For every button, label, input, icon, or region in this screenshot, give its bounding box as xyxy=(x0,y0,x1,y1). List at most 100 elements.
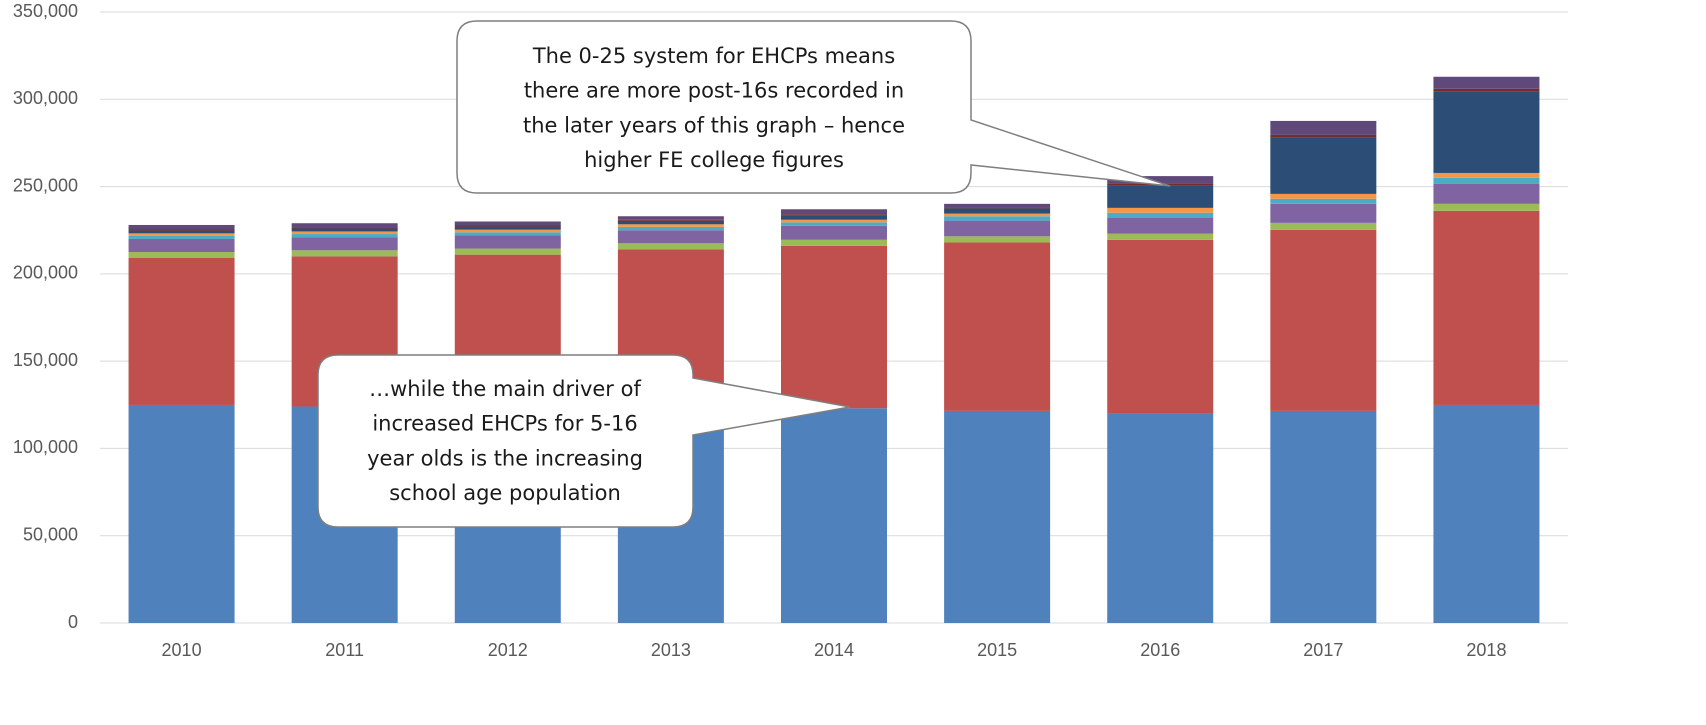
bar-segment xyxy=(291,228,398,232)
bar-segment xyxy=(1270,222,1377,230)
bar-segment xyxy=(1270,134,1377,138)
bar-segment xyxy=(1433,210,1540,405)
bar-segment xyxy=(944,213,1051,217)
annotation-line: the later years of this graph – hence xyxy=(523,113,905,137)
bar-segment xyxy=(617,216,724,220)
bar-segment xyxy=(781,222,887,226)
bar-segment xyxy=(454,232,561,236)
bar-segment xyxy=(1107,212,1214,218)
bar-segment xyxy=(1270,137,1377,194)
bar-segment xyxy=(944,410,1051,623)
bar-segment xyxy=(617,230,724,244)
bar-segment xyxy=(128,230,235,234)
x-tick-label: 2013 xyxy=(651,640,691,660)
annotation-line: higher FE college figures xyxy=(584,148,844,172)
bar-segment xyxy=(781,225,887,240)
bar-segment xyxy=(1270,410,1377,623)
bar-segment xyxy=(944,208,1051,214)
bar-segment xyxy=(1433,91,1540,173)
bar-segment xyxy=(128,238,235,253)
bar-segment xyxy=(1433,177,1540,184)
bar-segment xyxy=(1433,172,1540,178)
y-tick-label: 50,000 xyxy=(23,524,78,544)
callout-box xyxy=(456,20,1171,194)
x-tick-label: 2018 xyxy=(1466,640,1506,660)
bar-segment xyxy=(454,225,561,227)
bar-segment xyxy=(1270,120,1377,135)
bar-segment xyxy=(1433,203,1540,211)
bar-segment xyxy=(291,227,398,229)
bar-segment xyxy=(128,404,235,623)
bar-segment xyxy=(454,229,561,233)
bar-segment xyxy=(128,224,235,230)
bar-segment xyxy=(781,219,887,223)
bar-segment xyxy=(1270,198,1377,204)
bar-segment xyxy=(1270,229,1377,411)
bar-segment xyxy=(944,203,1051,208)
annotation-line: year olds is the increasing xyxy=(367,446,643,470)
bar-segment xyxy=(1433,76,1540,89)
y-tick-label: 100,000 xyxy=(13,437,78,457)
bar-segment xyxy=(454,226,561,230)
bar-segment xyxy=(128,252,235,258)
x-tick-label: 2011 xyxy=(325,640,364,660)
bar-segment xyxy=(781,245,887,409)
bar-segment xyxy=(617,226,724,231)
bar-segment xyxy=(617,220,724,225)
x-tick-label: 2017 xyxy=(1303,640,1343,660)
x-tick-label: 2010 xyxy=(162,640,202,660)
annotations: The 0-25 system for EHCPs means there are… xyxy=(367,44,905,505)
bar-segment xyxy=(944,236,1051,243)
bar-segment xyxy=(944,220,1051,237)
bar-segment xyxy=(291,223,398,228)
bar-segment xyxy=(617,219,724,221)
x-tick-label: 2016 xyxy=(1140,640,1180,660)
bar-segment xyxy=(781,209,887,215)
bar-segment xyxy=(291,250,398,257)
x-tick-label: 2015 xyxy=(977,640,1017,660)
y-tick-label: 0 xyxy=(68,612,78,632)
bar-segment xyxy=(1107,239,1214,414)
y-tick-label: 350,000 xyxy=(13,1,78,21)
bar-segment xyxy=(454,221,561,226)
bar-segment xyxy=(1270,193,1377,199)
bar-segment xyxy=(291,237,398,251)
bar-segment xyxy=(128,233,235,236)
bar-segment xyxy=(291,234,398,238)
annotation-line: school age population xyxy=(389,481,621,505)
bar-segment xyxy=(781,239,887,246)
bar-segment xyxy=(454,235,561,249)
bar-segment xyxy=(1433,183,1540,204)
bar-segment xyxy=(128,257,235,405)
bar-segment xyxy=(128,235,235,239)
callout-box xyxy=(317,354,851,528)
bar-segment xyxy=(1433,88,1540,92)
bar-segment xyxy=(1107,413,1214,623)
bar-segment xyxy=(1107,185,1214,208)
annotation-line: increased EHCPs for 5-16 xyxy=(372,412,637,436)
annotation-line: there are more post-16s recorded in xyxy=(524,79,904,103)
y-tick-label: 150,000 xyxy=(13,350,78,370)
annotation-line: …while the main driver of xyxy=(369,377,641,401)
bar-segment xyxy=(781,215,887,220)
annotation-line: The 0-25 system for EHCPs means xyxy=(532,44,895,68)
bar-segment xyxy=(944,207,1051,209)
bar-segment xyxy=(944,216,1051,221)
y-tick-label: 300,000 xyxy=(13,88,78,108)
bar-segment xyxy=(617,224,724,227)
y-tick-label: 250,000 xyxy=(13,175,78,195)
bar-segment xyxy=(1107,233,1214,240)
bar-segment xyxy=(781,408,887,623)
bar-segment xyxy=(1270,203,1377,223)
bar-segment xyxy=(781,214,887,216)
bar-segment xyxy=(1107,217,1214,234)
bar-segment xyxy=(454,248,561,255)
bar-segment xyxy=(944,242,1051,411)
x-tick-label: 2014 xyxy=(814,640,854,660)
x-tick-label: 2012 xyxy=(488,640,528,660)
bar-segment xyxy=(128,229,235,231)
bar-segment xyxy=(291,231,398,235)
bar-segment xyxy=(1107,176,1214,184)
bar-segment xyxy=(1433,404,1540,623)
